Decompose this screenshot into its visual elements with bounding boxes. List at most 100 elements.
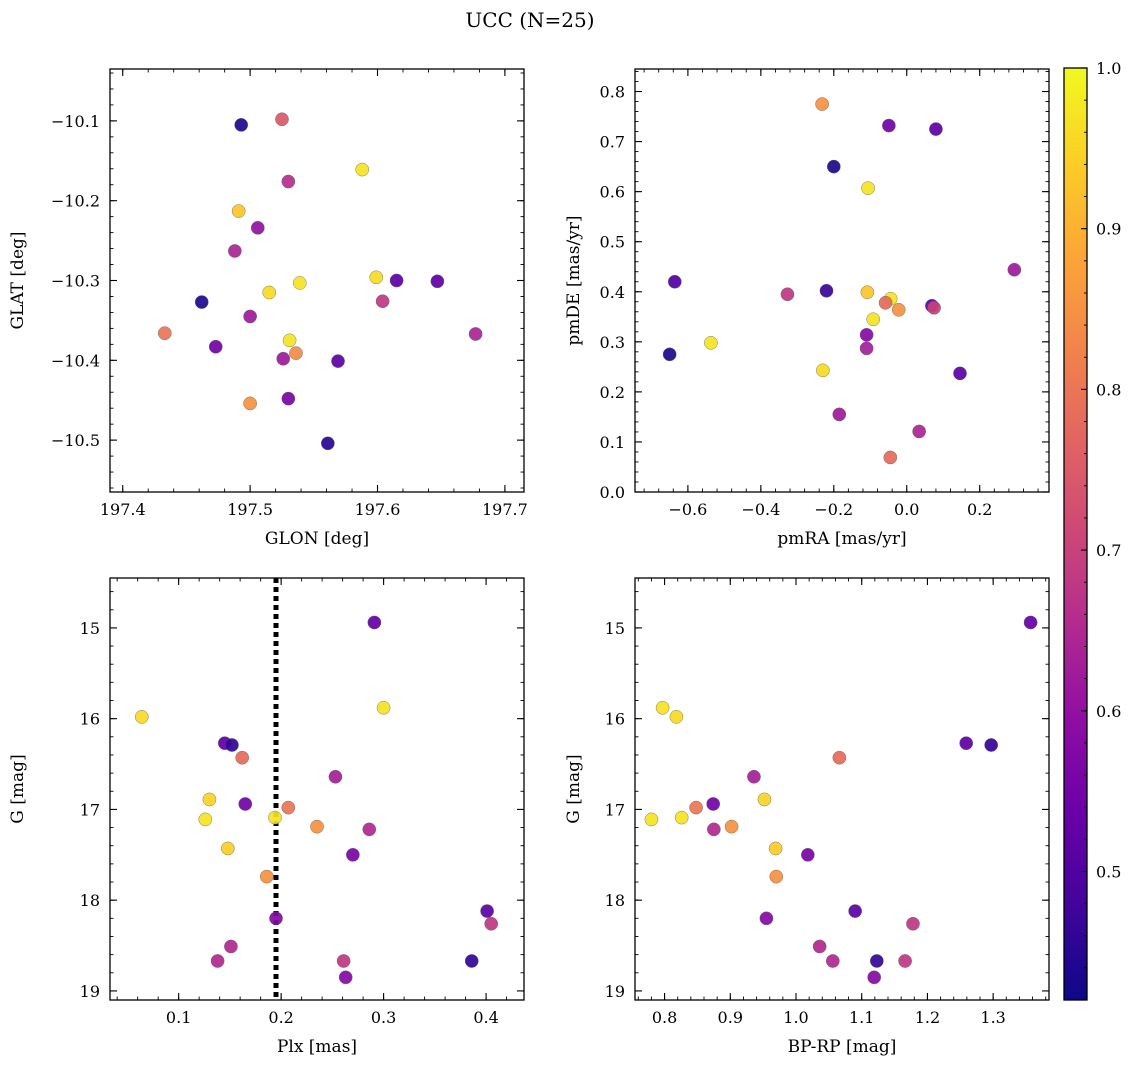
data-point xyxy=(243,309,257,324)
data-point xyxy=(338,970,353,985)
data-point xyxy=(331,354,345,368)
data-point xyxy=(816,363,830,378)
data-point xyxy=(208,339,223,354)
x-tick-label: 0.2 xyxy=(268,1008,293,1027)
x-tick-label: 1.1 xyxy=(849,1008,874,1027)
colorbar-tick-label: 0.9 xyxy=(1096,220,1121,239)
data-point xyxy=(376,700,391,715)
colorbar: 0.5 0.6 0.7 0.8 0.9 1.0 xyxy=(1063,59,1121,1001)
axes-frame xyxy=(634,577,1050,1001)
y-tick-label: −10.3 xyxy=(51,272,100,291)
data-point xyxy=(336,954,351,968)
data-point xyxy=(369,270,384,285)
data-point xyxy=(289,346,303,360)
colorbar-tick-label: 0.7 xyxy=(1096,541,1121,560)
data-point xyxy=(861,181,875,195)
data-point xyxy=(250,221,265,235)
y-axis-label: G [mag] xyxy=(8,754,28,823)
data-point xyxy=(484,916,499,931)
axes-frame xyxy=(109,577,525,1001)
x-tick-label: 0.8 xyxy=(652,1008,677,1027)
minor-ticks xyxy=(635,578,1049,1000)
data-point xyxy=(662,347,677,362)
data-point xyxy=(328,769,343,784)
y-tick-label: 17 xyxy=(605,800,625,819)
y-axis-label: G [mag] xyxy=(564,754,584,823)
y-tick-label: −10.1 xyxy=(51,112,100,131)
data-point xyxy=(906,916,920,931)
y-tick-label: 0.6 xyxy=(600,183,625,202)
data-point xyxy=(882,118,896,133)
data-point xyxy=(707,822,721,837)
y-tick-label: 0.7 xyxy=(600,133,625,152)
data-point xyxy=(769,869,784,884)
data-point xyxy=(927,300,941,315)
data-point xyxy=(346,847,360,862)
data-point xyxy=(362,822,377,837)
data-point xyxy=(780,287,795,302)
minor-ticks xyxy=(110,578,524,1000)
x-tick-label: −0.6 xyxy=(668,500,707,519)
data-point xyxy=(262,285,277,300)
data-point xyxy=(228,244,242,258)
x-axis-label: pmRA [mas/yr] xyxy=(777,529,906,549)
data-point xyxy=(819,283,834,298)
data-point xyxy=(859,328,874,342)
axes-frame xyxy=(109,68,525,493)
x-tick-label: 1.2 xyxy=(915,1008,940,1027)
x-tick-label: −0.4 xyxy=(741,500,780,519)
data-point xyxy=(234,118,249,132)
data-point xyxy=(235,750,249,765)
x-tick-label: 197.5 xyxy=(227,500,273,519)
figure-title: UCC (N=25) xyxy=(465,8,594,32)
y-tick-label: 18 xyxy=(80,891,100,910)
data-point xyxy=(757,792,772,807)
data-point xyxy=(221,841,235,856)
y-tick-label: −10.4 xyxy=(51,351,100,370)
scatter-points xyxy=(644,615,1038,985)
panel-pmra-pmde: −0.6 −0.4 −0.2 0.0 0.2 0.0 0.1 0.2 0.3 0.4 0.5 0.6 0… xyxy=(564,68,1050,549)
y-tick-label: 15 xyxy=(605,619,625,638)
data-point xyxy=(898,954,912,968)
data-point xyxy=(870,954,884,968)
data-point xyxy=(375,294,390,309)
colorbar-gradient xyxy=(1064,68,1087,1000)
x-tick-label: 0.3 xyxy=(371,1008,396,1027)
data-point xyxy=(310,819,324,834)
x-tick-label: 197.6 xyxy=(355,500,401,519)
data-point xyxy=(367,615,382,630)
data-point xyxy=(815,97,829,111)
data-point xyxy=(1007,262,1022,277)
y-tick-label: 19 xyxy=(80,982,100,1001)
data-point xyxy=(832,407,847,422)
data-point xyxy=(389,273,404,288)
data-point xyxy=(724,819,739,834)
data-point xyxy=(878,295,893,310)
data-point xyxy=(210,954,225,968)
x-tick-label: 0.2 xyxy=(967,500,992,519)
data-point xyxy=(268,810,282,825)
data-point xyxy=(689,800,703,815)
y-tick-label: 0.3 xyxy=(600,333,625,352)
data-point xyxy=(953,366,967,381)
data-point xyxy=(959,736,974,750)
colorbar-tick-label: 0.5 xyxy=(1096,862,1121,881)
x-tick-label: 197.4 xyxy=(100,500,146,519)
y-tick-label: 0.5 xyxy=(600,233,625,252)
data-point xyxy=(826,159,841,174)
axes-frame xyxy=(634,68,1050,493)
y-tick-label: 0.4 xyxy=(600,283,625,302)
data-point xyxy=(883,450,898,465)
data-point xyxy=(480,904,494,918)
scatter-points xyxy=(157,112,483,451)
y-tick-label: 17 xyxy=(80,800,100,819)
colorbar-tick-label: 0.8 xyxy=(1096,380,1121,399)
data-point xyxy=(859,341,874,356)
x-tick-label: 0.1 xyxy=(166,1008,191,1027)
data-point xyxy=(644,812,659,827)
x-axis-label: GLON [deg] xyxy=(265,529,369,549)
y-tick-label: 15 xyxy=(80,619,100,638)
data-point xyxy=(225,738,239,752)
data-point xyxy=(866,312,880,327)
scatter-points xyxy=(662,97,1022,465)
